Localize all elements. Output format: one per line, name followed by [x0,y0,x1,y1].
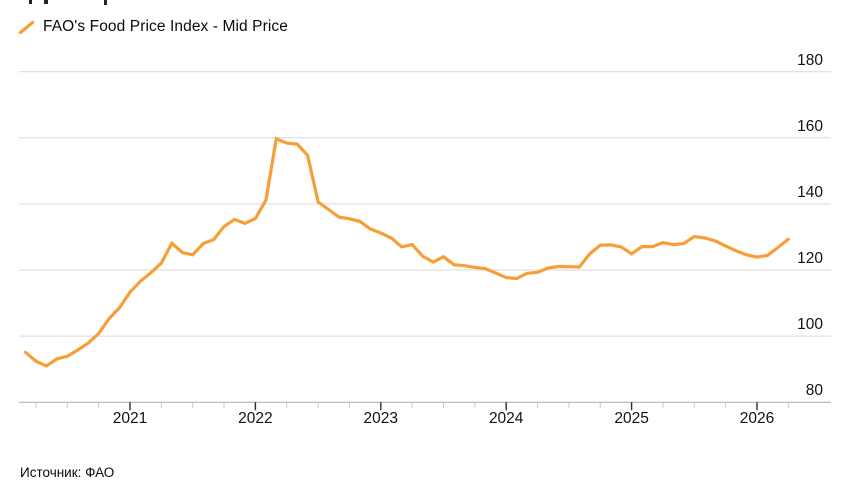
x-axis-label: 2022 [238,410,273,427]
source-note: Источник: ФАО [20,465,115,480]
y-axis-label: 140 [797,183,823,201]
y-axis-label: 80 [805,382,823,400]
legend-label: FAO's Food Price Index - Mid Price [43,18,288,35]
clipped-text-fragments [0,0,320,6]
legend: FAO's Food Price Index - Mid Price [18,17,288,37]
clipped-text-fragment [29,0,32,4]
legend-line-icon [18,20,35,34]
x-axis-label: 2025 [614,410,649,427]
clipped-text-fragment [104,0,107,5]
x-axis-label: 2026 [739,410,775,427]
y-axis-label: 160 [797,117,823,135]
y-axis-label: 120 [797,250,823,268]
x-axis-label: 2024 [488,410,524,427]
y-axis-label: 100 [797,316,823,334]
x-axis-label: 2021 [112,410,148,427]
y-axis-label: 180 [797,51,823,69]
price-line-series [23,136,790,368]
clipped-text-fragment [44,0,48,4]
x-axis-label: 2023 [363,410,399,427]
